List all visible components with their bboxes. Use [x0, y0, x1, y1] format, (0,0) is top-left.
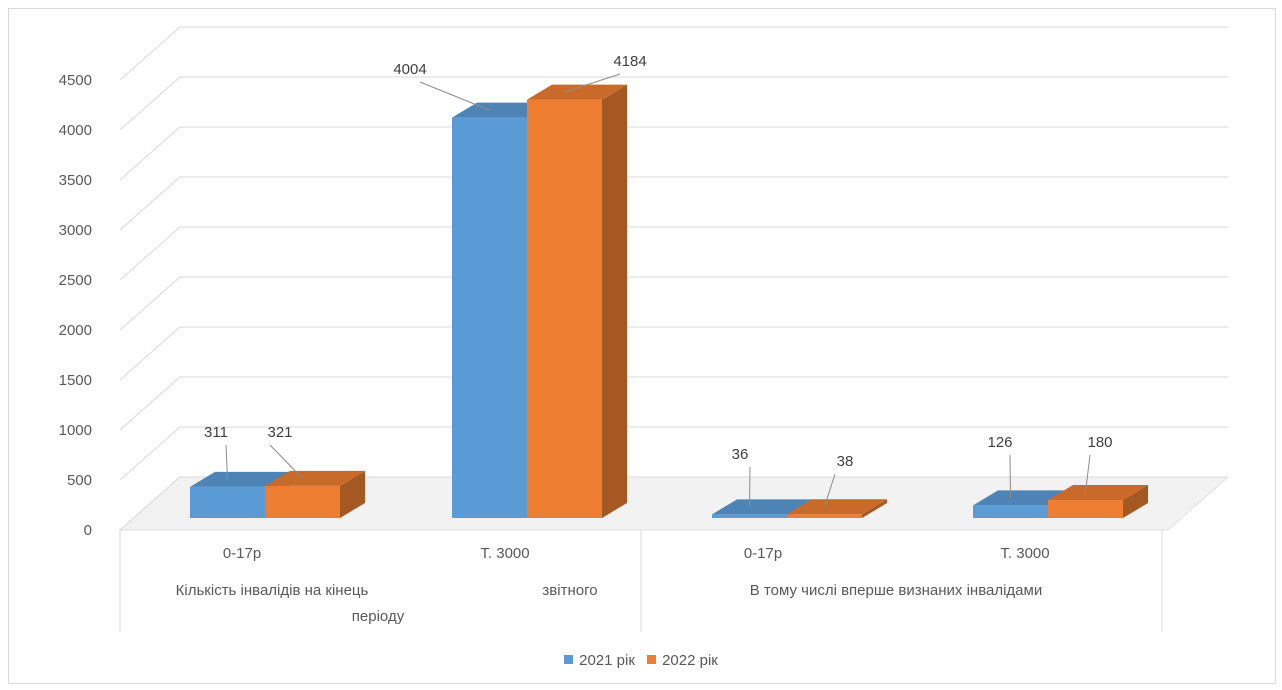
data-label: 38: [837, 453, 854, 470]
y-tick-label: 4500: [59, 72, 92, 89]
data-label-leader: [1085, 454, 1091, 493]
data-label-leader: [749, 466, 751, 507]
bar-top: [1048, 485, 1148, 500]
category-label: 0-17р: [223, 545, 261, 562]
gridline: [119, 76, 1228, 131]
gridline: [119, 426, 1228, 481]
bar-top: [712, 499, 812, 515]
bar-side: [862, 499, 887, 518]
data-label: 4184: [613, 53, 646, 70]
y-tick-label: 0: [84, 522, 92, 539]
gridline: [119, 176, 1228, 231]
bar-2022-0: [265, 485, 340, 518]
group-label-1-line3: звітного: [542, 582, 597, 599]
category-label: Т. 3000: [1000, 545, 1049, 562]
bar-top: [787, 499, 887, 515]
y-tick-label: 500: [67, 472, 92, 489]
gridline: [119, 226, 1228, 281]
data-label-leader: [564, 73, 621, 93]
bar-top: [265, 470, 365, 486]
category-label: Т. 3000: [480, 545, 529, 562]
bar-2021-3: [973, 505, 1048, 518]
bar-2021-0: [190, 486, 265, 518]
y-tick-label: 1000: [59, 422, 92, 439]
y-tick-label: 3500: [59, 172, 92, 189]
legend-swatch-2022: [647, 655, 657, 664]
y-tick-label: 1500: [59, 372, 92, 389]
y-tick-label: 3000: [59, 222, 92, 239]
y-tick-label: 4000: [59, 122, 92, 139]
bar-top: [527, 84, 627, 100]
data-label-leader: [1009, 454, 1011, 498]
group-label-1-line2: періоду: [352, 608, 405, 625]
data-label-leader: [269, 444, 303, 479]
data-label-leader: [225, 444, 228, 480]
data-label: 321: [267, 424, 292, 441]
data-label-leader: [824, 473, 836, 507]
data-label: 311: [204, 424, 228, 441]
bar-2022-3: [1048, 500, 1123, 518]
legend-item-2022: 2022 рік: [647, 652, 718, 669]
gridline: [119, 26, 1228, 81]
y-tick-label: 2500: [59, 272, 92, 289]
data-label: 126: [987, 434, 1012, 451]
group-label-1-line1: Кількість інвалідів на кінець: [176, 582, 369, 599]
bar-top: [190, 471, 290, 487]
bar-side: [340, 470, 365, 518]
bar-side: [1123, 485, 1148, 518]
data-label: 36: [732, 446, 749, 463]
legend-label-2022: 2022 рік: [662, 652, 718, 669]
chart-area: [8, 8, 1276, 684]
gridline: [119, 276, 1228, 331]
category-label: 0-17р: [744, 545, 782, 562]
bar-2021-2: [712, 514, 787, 518]
bar-2022-2: [787, 514, 862, 518]
y-tick-label: 2000: [59, 322, 92, 339]
group-label-2: В тому числі вперше визнаних інвалідами: [750, 582, 1042, 599]
legend: 2021 рік 2022 рік: [0, 652, 1282, 669]
gridline: [119, 476, 1228, 531]
data-label: 180: [1087, 434, 1112, 451]
data-label: 4004: [393, 61, 426, 78]
gridline: [119, 326, 1228, 381]
bar-2021-1: [452, 117, 527, 518]
gridline: [119, 376, 1228, 431]
data-label-leader: [419, 81, 490, 111]
legend-item-2021: 2021 рік: [564, 652, 635, 669]
legend-swatch-2021: [564, 655, 574, 664]
bar-side: [602, 84, 627, 518]
legend-label-2021: 2021 рік: [579, 652, 635, 669]
gridline: [119, 126, 1228, 181]
bar-2022-1: [527, 99, 602, 518]
